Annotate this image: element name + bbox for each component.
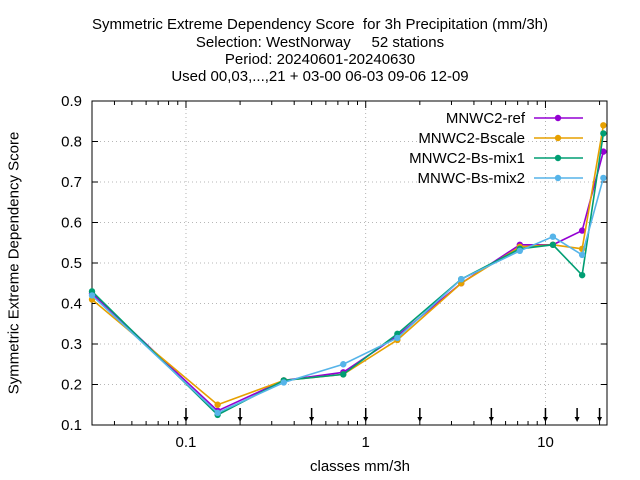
data-point bbox=[578, 227, 586, 234]
y-tick-label: 0.7 bbox=[61, 174, 82, 191]
legend-marker-2 bbox=[554, 134, 562, 142]
data-point bbox=[578, 251, 586, 259]
y-tick-label: 0.1 bbox=[61, 417, 82, 434]
data-point bbox=[578, 271, 586, 279]
y-tick-label: 0.4 bbox=[61, 296, 82, 313]
y-tick-label: 0.8 bbox=[61, 134, 82, 151]
class-arrow-head bbox=[488, 417, 494, 422]
class-arrow-head bbox=[309, 417, 315, 422]
chart-title-line-3: Period: 20240601-20240630 bbox=[224, 51, 416, 68]
chart-title-line-4: Used 00,03,...,21 + 03-00 06-03 09-06 12… bbox=[171, 68, 469, 85]
legend-marker-1 bbox=[554, 114, 562, 122]
class-arrow-head bbox=[542, 417, 548, 422]
class-arrow-head bbox=[363, 417, 369, 422]
class-arrow-head bbox=[417, 417, 423, 422]
chart-title-line-2: Selection: WestNorway 52 stations bbox=[195, 34, 445, 51]
data-point bbox=[340, 371, 347, 378]
data-point bbox=[600, 130, 607, 137]
data-point bbox=[280, 379, 287, 386]
legend-label-4: MNWC-Bs-mix2 bbox=[418, 170, 525, 187]
data-point bbox=[600, 174, 607, 182]
series-line-4 bbox=[91, 177, 605, 414]
data-point bbox=[549, 241, 557, 248]
class-arrow-head bbox=[597, 417, 603, 422]
x-tick-label: 1 bbox=[362, 434, 370, 451]
data-point bbox=[340, 361, 347, 368]
x-axis-label: classes mm/3h bbox=[309, 458, 411, 475]
legend-marker-4 bbox=[554, 174, 562, 182]
data-point bbox=[600, 148, 607, 155]
y-tick-label: 0.2 bbox=[61, 377, 82, 394]
data-point bbox=[516, 247, 524, 255]
y-tick-label: 0.6 bbox=[61, 215, 82, 232]
data-point bbox=[394, 334, 401, 342]
data-point bbox=[600, 122, 607, 129]
x-tick-label: 10 bbox=[537, 434, 554, 451]
y-tick-label: 0.3 bbox=[61, 336, 82, 353]
series-line-2 bbox=[91, 125, 605, 406]
legend-marker-3 bbox=[554, 154, 562, 162]
class-arrow-head bbox=[183, 417, 189, 422]
data-point bbox=[549, 233, 557, 240]
legend-label-1: MNWC2-ref bbox=[446, 110, 526, 127]
data-point bbox=[214, 409, 221, 417]
chart-title-line-1: Symmetric Extreme Dependency Score for 3… bbox=[92, 16, 548, 33]
class-arrow-head bbox=[237, 417, 243, 422]
y-tick-label: 0.9 bbox=[61, 93, 82, 110]
y-tick-label: 0.5 bbox=[61, 255, 82, 272]
data-point bbox=[214, 401, 221, 408]
data-point bbox=[88, 292, 96, 299]
data-point bbox=[458, 276, 465, 283]
series-line-3 bbox=[91, 133, 605, 416]
class-arrow-head bbox=[574, 417, 580, 422]
x-tick-label: 0.1 bbox=[176, 434, 197, 451]
plot-frame bbox=[91, 100, 608, 426]
legend-label-2: MNWC2-Bscale bbox=[418, 130, 525, 147]
legend-label-3: MNWC2-Bs-mix1 bbox=[409, 150, 525, 167]
